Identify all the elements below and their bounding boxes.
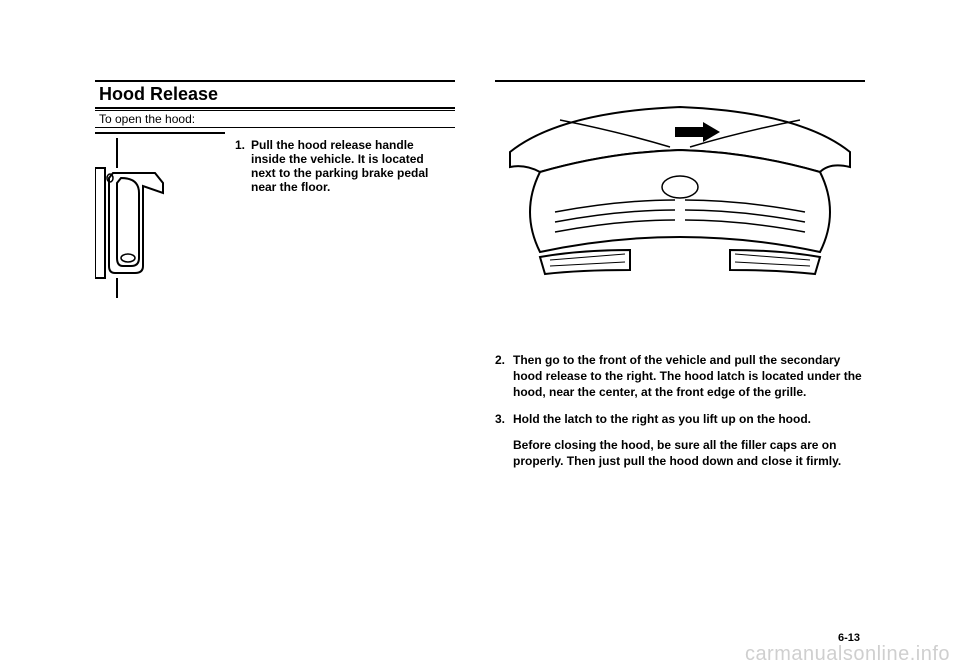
- page-container: Hood Release To open the hood: 1.Pull th…: [95, 80, 865, 642]
- step2-body: Then go to the front of the vehicle and …: [513, 352, 865, 401]
- step1-illustration-wrap: [95, 132, 225, 303]
- section-heading: Hood Release: [99, 84, 451, 105]
- step1-text: 1.Pull the hood release handle inside th…: [235, 132, 455, 303]
- right-column: 2. Then go to the front of the vehicle a…: [495, 80, 865, 642]
- closing-note: Before closing the hood, be sure all the…: [495, 437, 865, 469]
- step1-body: Pull the hood release handle inside the …: [251, 138, 451, 194]
- intro-text: To open the hood:: [95, 110, 455, 128]
- left-column: Hood Release To open the hood: 1.Pull th…: [95, 80, 455, 642]
- step1-number: 1.: [235, 138, 251, 152]
- step3-number: 3.: [495, 411, 513, 427]
- step1-row: 1.Pull the hood release handle inside th…: [95, 132, 455, 303]
- closing-body: Before closing the hood, be sure all the…: [513, 437, 865, 469]
- section-heading-bar: Hood Release: [95, 80, 455, 109]
- step2-number: 2.: [495, 352, 513, 401]
- right-column-rule: [495, 80, 865, 82]
- hood-release-handle-illustration: [95, 138, 215, 298]
- steps-below: 2. Then go to the front of the vehicle a…: [495, 352, 865, 469]
- step3-body: Hold the latch to the right as you lift …: [513, 411, 865, 427]
- vehicle-front-hood-illustration: [500, 92, 860, 292]
- step2: 2. Then go to the front of the vehicle a…: [495, 352, 865, 401]
- watermark: carmanualsonline.info: [745, 643, 950, 666]
- step3: 3. Hold the latch to the right as you li…: [495, 411, 865, 427]
